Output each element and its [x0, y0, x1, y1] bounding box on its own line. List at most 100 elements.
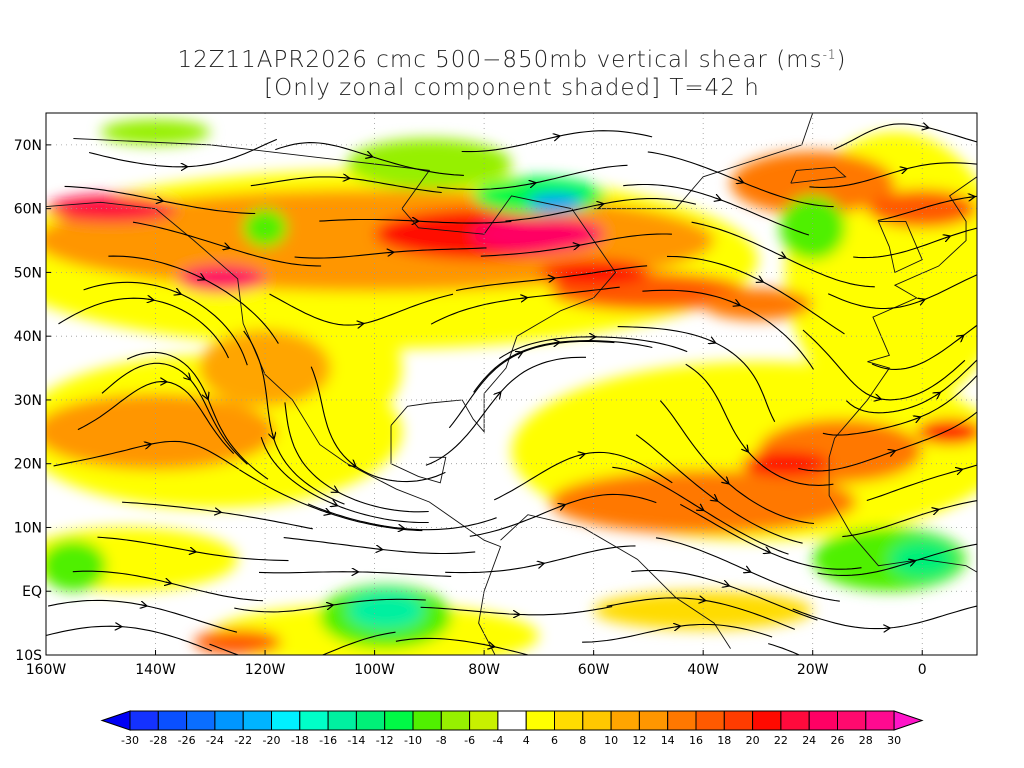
streamline-arrow: [200, 277, 205, 279]
streamline-arrow: [781, 255, 786, 257]
streamline: [209, 631, 396, 655]
colorbar-label: 22: [774, 734, 788, 747]
coastline: [828, 361, 891, 458]
latitude-label: 20N: [14, 457, 42, 473]
streamline-arrow: [716, 198, 721, 200]
streamline-arrow: [945, 236, 950, 238]
latitude-label: 10N: [14, 520, 42, 536]
colorbar-swatch: [582, 710, 612, 731]
streamline-arrow: [272, 433, 274, 438]
colorbar-label: 8: [579, 734, 586, 747]
shear-region: [916, 419, 977, 445]
streamline-arrow: [713, 498, 717, 501]
colorbar-label: -12: [376, 734, 394, 747]
colorbar-label: -10: [404, 734, 422, 747]
longitude-label: 60W: [578, 662, 610, 678]
streamline-arrow: [367, 155, 372, 157]
streamline-arrow: [560, 505, 565, 507]
colorbar-swatch: [384, 710, 414, 731]
shear-region: [779, 195, 846, 260]
shear-region: [100, 119, 211, 145]
shear-region: [243, 208, 287, 247]
streamline-arrow: [215, 512, 220, 513]
streamline-arrow: [700, 600, 705, 601]
streamline-arrow: [325, 512, 330, 514]
streamline-arrow: [574, 245, 579, 246]
colorbar-swatch: [752, 710, 782, 731]
colorbar-label: 12: [632, 734, 646, 747]
streamline-arrow: [598, 204, 603, 205]
colorbar-swatch: [780, 710, 810, 731]
streamline-arrow: [724, 584, 729, 586]
colorbar-swatch: [837, 710, 867, 731]
colorbar-label: 16: [689, 734, 703, 747]
colorbar-swatch: [554, 710, 584, 731]
streamline-arrow: [901, 169, 906, 170]
colorbar-swatch: [186, 710, 216, 731]
longitude-label: 160W: [26, 662, 67, 678]
streamline-arrow: [579, 454, 584, 455]
streamline-arrow: [875, 398, 880, 399]
colorbar-label: -22: [234, 734, 252, 747]
shear-region: [473, 215, 605, 254]
colorbar-swatch: [412, 710, 442, 731]
title-line-2: [Only zonal component shaded] T=42 h: [264, 75, 760, 101]
streamline-arrow: [765, 550, 770, 552]
streamline-arrow: [332, 503, 337, 505]
streamline-arrow: [935, 393, 939, 396]
streamline-arrow: [923, 127, 928, 128]
colorbar-swatch: [299, 710, 329, 731]
streamline-arrow: [853, 689, 857, 693]
streamline-arrow: [699, 507, 703, 510]
coastline: [500, 514, 731, 649]
latitude-label: 60N: [14, 202, 42, 218]
coastline: [878, 220, 923, 274]
longitude-label: 80W: [468, 662, 500, 678]
colorbar-label: 10: [604, 734, 618, 747]
colorbar-label: -30: [121, 734, 139, 747]
streamline-arrow: [489, 646, 494, 647]
latitude-label: 70N: [14, 138, 42, 154]
streamline-arrow: [301, 661, 306, 662]
streamline-arrow: [915, 417, 920, 419]
streamline-arrow: [554, 342, 559, 343]
latitude-label: 30N: [14, 393, 42, 409]
colorbar-swatch: [723, 710, 754, 731]
coastline: [390, 425, 447, 484]
colorbar-label: 6: [551, 734, 558, 747]
streamline-arrow: [675, 626, 680, 627]
streamline-arrow: [186, 376, 190, 380]
streamline-arrow: [206, 393, 208, 398]
streamline-arrow: [724, 480, 728, 483]
longitude-label: 20W: [797, 662, 829, 678]
colorbar-swatch: [695, 710, 725, 731]
latitude-label: EQ: [22, 584, 42, 600]
streamline-arrow: [890, 451, 895, 453]
colorbar-label: 30: [887, 734, 901, 747]
colorbar-swatch: [129, 710, 159, 731]
latitude-label: 50N: [14, 265, 42, 281]
colorbar-swatch: [242, 710, 272, 731]
streamline-arrow: [141, 605, 146, 606]
streamline-arrow: [522, 298, 527, 299]
colorbar-label: -24: [206, 734, 224, 747]
colorbar-swatch: [271, 710, 301, 731]
colorbar-swatch: [214, 710, 244, 731]
colorbar-label: -20: [263, 734, 281, 747]
colorbar-swatch: [638, 710, 669, 731]
colorbar-swatch: [667, 710, 697, 731]
streamline-arrow: [530, 183, 535, 184]
colorbar-label: -14: [347, 734, 365, 747]
shear-shading: [46, 119, 977, 655]
streamline-arrow: [933, 510, 938, 511]
shear-region: [549, 470, 857, 534]
coastline: [828, 457, 977, 573]
streamline-arrow: [517, 352, 522, 354]
colorbar-label: 26: [831, 734, 845, 747]
streamline-arrow: [554, 136, 559, 137]
streamline-arrow: [738, 180, 743, 182]
colorbar-swatch: [355, 710, 386, 731]
shear-region: [46, 393, 276, 471]
